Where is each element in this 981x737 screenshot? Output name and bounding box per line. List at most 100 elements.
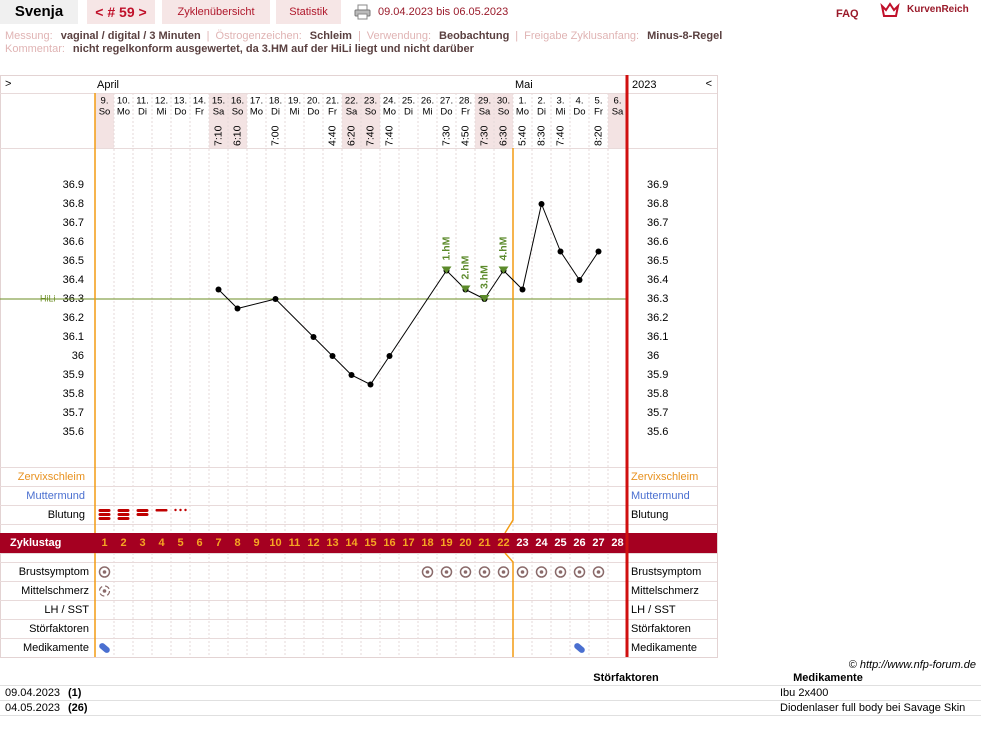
bleeding-icon [117,517,130,520]
y-tick-label: 35.7 [63,407,84,419]
month-label: Mai [515,79,533,91]
cycle-day-band [0,533,717,553]
weekend-shade [342,93,361,148]
y-tick-label: 36.4 [647,274,668,286]
time-label: 7:40 [383,125,395,146]
table-cell: (1) [68,687,82,699]
faq-link[interactable]: FAQ [836,8,859,20]
weekday-label: Sa [213,107,225,118]
temperature-point [234,305,241,312]
copyright: © http://www.nfp-forum.de [849,659,976,671]
date-label: 23. [364,96,377,107]
table-cell: Diodenlaser full body bei Savage Skin [780,702,965,714]
cycle-day: 27 [592,537,604,549]
weekday-label: Mi [555,107,565,118]
row-label: Brustsymptom [631,566,701,578]
cycle-day: 15 [364,537,376,549]
row-label: Zervixschleim [631,471,698,483]
weekend-shade [209,93,228,148]
curve-segment [522,203,542,290]
date-label: 13. [174,96,187,107]
time-label: 5:40 [516,125,528,146]
weekday-label: Mi [422,107,432,118]
weekend-shade [494,93,513,148]
tab[interactable]: Statistik [276,0,341,24]
row-label: Medikamente [23,642,89,654]
curve-segment [484,270,504,300]
row-label: Muttermund [26,490,85,502]
bleeding-icon [155,509,168,512]
y-tick-label: 36 [647,350,659,362]
weekday-label: Sa [479,107,491,118]
row-label: Blutung [48,509,85,521]
high-marker-label: 4.hM [497,236,509,260]
temperature-point [272,296,279,302]
info-label: Östrogenzeichen: [215,30,302,42]
weekday-label: Do [573,107,585,118]
user-tab[interactable]: Svenja [0,0,78,24]
y-tick-label: 36.8 [647,198,668,210]
row-label: Zervixschleim [18,471,85,483]
curve-segment [541,203,561,252]
cycle-day: 12 [307,537,319,549]
table-header: Medikamente [793,672,863,684]
temperature-point [329,353,336,359]
time-label: 7:00 [269,125,281,146]
cycle-day: 3 [139,537,145,549]
info-line: Kommentar: nicht regelkonform ausgewertet… [5,43,722,56]
breast-icon [425,570,430,574]
row-label: Medikamente [631,642,697,654]
time-label: 6:20 [345,125,357,146]
curve-segment [218,289,238,309]
cycle-day: 1 [101,537,107,549]
cycle-day: 25 [554,537,566,549]
date-label: 3. [557,96,565,107]
nav-arrow[interactable]: > [5,78,11,90]
info-line: Messung: vaginal / digital / 3 Minuten | Ös… [5,30,722,43]
y-tick-label: 36.6 [647,236,668,248]
breast-icon [444,570,449,574]
y-tick-label: 36.7 [63,217,84,229]
printer-icon[interactable] [354,4,372,20]
logo-text[interactable]: KurvenReich [907,4,969,15]
temperature-point [557,248,564,255]
cycle-day: 11 [289,537,301,549]
info-value: Beobachtung [439,30,510,42]
cycle-day: 28 [611,537,623,549]
time-label: 7:30 [440,125,452,146]
date-label: 6. [614,96,622,107]
info-label: Kommentar: [5,43,65,55]
high-marker-label: 1.hM [440,236,452,260]
y-tick-label: 36.2 [647,312,668,324]
weekday-label: Fr [594,107,603,118]
temperature-point [519,286,526,293]
cycle-day-label: Zyklustag [10,537,61,549]
y-tick-label: 36.9 [647,179,668,191]
nav-arrow: < [706,78,712,90]
info-label: Verwendung: [366,30,432,42]
weekday-label: Mo [516,107,529,118]
pain-icon [98,585,111,597]
bleeding-icon [117,509,130,512]
date-label: 18. [269,96,282,107]
y-tick-label: 35.9 [63,369,84,381]
weekday-label: Do [440,107,452,118]
date-label: 1. [519,96,527,107]
chart-frame [0,75,718,658]
cycle-day: 14 [345,537,358,549]
temperature-point [215,286,222,293]
weekday-label: Mo [117,107,130,118]
breast-icon [520,570,525,574]
cycle-nav[interactable]: < # 59 > [87,0,155,24]
weekday-label: Mo [383,107,396,118]
tab[interactable]: Zyklenübersicht [162,0,270,24]
time-label: 4:40 [326,125,338,146]
high-marker [441,266,452,274]
high-marker-label: 2.hM [459,255,471,279]
temperature-point [367,381,374,388]
curve-segment [389,270,447,357]
row-label: Mittelschmerz [21,585,89,597]
y-tick-label: 36.9 [63,179,84,191]
